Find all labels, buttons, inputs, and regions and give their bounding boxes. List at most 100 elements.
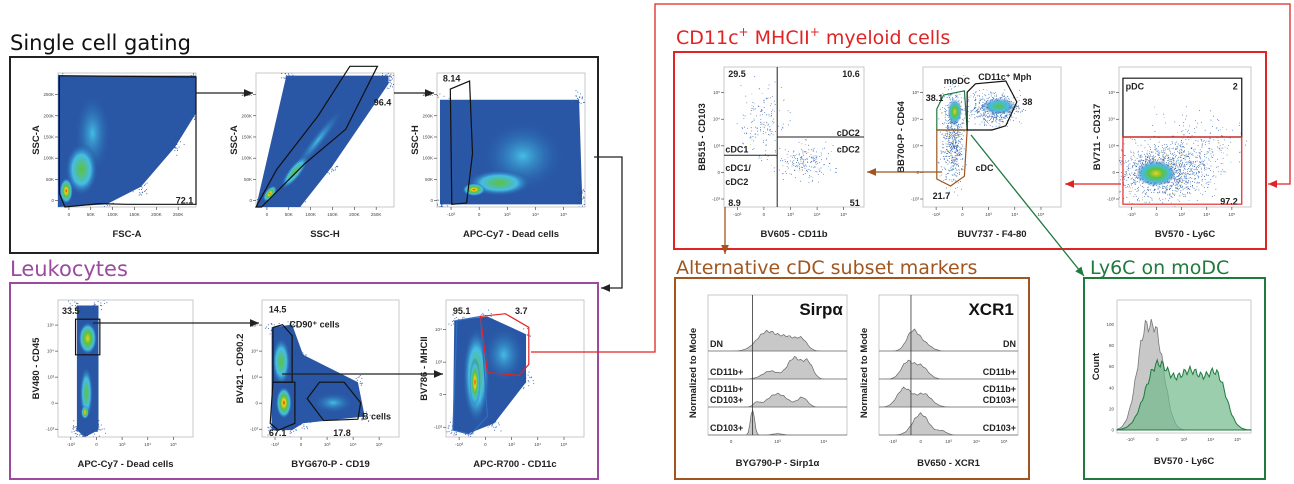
x-tick-label: 10⁵ [840, 212, 847, 217]
y-tick-label: 10⁵ [713, 90, 720, 95]
y-tick-label: 60 [1109, 364, 1115, 369]
x-axis-label: FSC-A [112, 229, 141, 240]
x-tick-label: 10⁵ [170, 442, 177, 447]
gate-outline[interactable] [936, 129, 968, 187]
gate-outline[interactable] [966, 80, 1018, 131]
gate-outline[interactable] [306, 381, 362, 422]
flow-plot-9: -10³ 0 10³ 10⁴ 10⁵ -10³ 0 10³ 10⁴ 10⁵ BV570 - Ly6C… [1092, 66, 1252, 240]
x-tick-label: -10³ [1126, 437, 1135, 442]
density-cloud [58, 73, 196, 207]
arrow-single-to-leukocytes [594, 156, 623, 292]
y-tick-label: 0 [430, 198, 433, 203]
x-tick-label: 10⁴ [820, 439, 827, 444]
y-tick-label: 10³ [713, 143, 720, 148]
density-cloud [437, 90, 585, 207]
x-tick-label: 150K [327, 212, 338, 217]
gate-label: 97.2 [1220, 196, 1238, 206]
gate-outline[interactable] [1122, 136, 1243, 205]
x-tick-label: 0 [730, 439, 733, 444]
x-tick-label: 10⁴ [144, 442, 151, 447]
y-tick-label: -10³ [911, 197, 920, 202]
y-tick-label: -10³ [250, 427, 259, 432]
gate-outline[interactable] [74, 318, 101, 356]
y-tick-label: -10³ [712, 197, 721, 202]
gate-outline[interactable] [254, 65, 379, 208]
gate-label: 21.7 [933, 191, 951, 201]
density-cloud [1119, 106, 1248, 207]
x-tick-label: 0 [478, 212, 481, 217]
y-tick-label: 200K [422, 113, 433, 118]
y-tick-label: 10³ [1108, 143, 1115, 148]
modc-ly6c-histogram [1116, 358, 1252, 431]
x-tick-label: 0 [1155, 212, 1158, 217]
x-tick-label: 10³ [1178, 212, 1185, 217]
histogram-row-label: CD11b+ [983, 367, 1016, 377]
x-tick-label: 0 [961, 212, 964, 217]
x-axis-label: APC-R700 - CD11c [473, 459, 556, 470]
x-axis-label: BYG670-P - CD19 [291, 459, 370, 470]
x-tick-label: 10⁴ [814, 212, 821, 217]
y-tick-label: 20 [1109, 406, 1115, 411]
single-cell-gating-title: Single cell gating [10, 31, 191, 55]
histogram-row-label: DN [1003, 339, 1016, 349]
y-axis-label: Count [1091, 352, 1102, 380]
arrow-mhcii-to-myeloid [531, 3, 1291, 353]
x-tick-label: 50K [285, 212, 293, 217]
x-tick-label: 10⁴ [1011, 212, 1018, 217]
x-tick-label: 0 [484, 442, 487, 447]
x-tick-label: 0 [300, 442, 303, 447]
y-tick-label: 0 [51, 198, 54, 203]
x-tick-label: 10⁵ [560, 212, 567, 217]
y-axis-label: SSC-H [410, 125, 421, 155]
y-tick-label: 10⁵ [47, 323, 54, 328]
x-tick-label: 10³ [508, 442, 515, 447]
gate-label: 38.1 [926, 93, 944, 103]
gate-outline[interactable] [452, 315, 489, 435]
x-tick-label: -10³ [932, 212, 941, 217]
x-tick-label: -10³ [447, 212, 456, 217]
gate-outline[interactable] [269, 381, 296, 431]
ly6c-title: Ly6C on moDC [1090, 257, 1229, 279]
gate-label: 14.5 [269, 305, 287, 315]
gate-outline[interactable] [58, 75, 197, 208]
x-axis-label: APC-Cy7 - Dead cells [463, 229, 559, 240]
x-tick-label: 0 [95, 442, 98, 447]
gate-label: 95.1 [453, 306, 471, 316]
gate-label: CD11c⁺ Mph [978, 72, 1031, 82]
y-tick-label: 100K [422, 156, 433, 161]
x-tick-label: 10⁴ [350, 442, 357, 447]
density-cloud [256, 73, 394, 207]
y-tick-label: 0 [255, 401, 258, 406]
y-tick-label: 10³ [251, 375, 258, 380]
x-tick-label: 10⁵ [1001, 439, 1008, 444]
flow-plot-6: -10³ 0 10³ 10⁴ 10⁵ -10³ 0 10³ 10⁴ APC-R700 - CD11… [419, 299, 585, 470]
gate-label: pDC [1126, 82, 1145, 92]
gate-outline[interactable] [936, 90, 968, 131]
x-tick-label: 0 [1156, 437, 1159, 442]
myeloid-frame [673, 51, 1267, 250]
y-tick-label: 200K [241, 113, 252, 118]
gating-connectors [93, 3, 1291, 378]
histogram-row-label: DN [710, 339, 723, 349]
gate-label: CD90⁺ cells [289, 320, 339, 330]
gate-label: cDC2 [837, 145, 860, 155]
density-cloud [446, 309, 535, 437]
gate-label: 8.9 [728, 198, 741, 208]
gate-label: 72.1 [176, 195, 194, 205]
y-tick-label: 10⁴ [1108, 117, 1115, 122]
x-tick-label: 100K [305, 212, 316, 217]
gate-label: 10.6 [842, 69, 860, 79]
y-tick-label: 0 [439, 392, 442, 397]
x-tick-label: -10³ [889, 439, 898, 444]
y-tick-label: 80 [1109, 343, 1115, 348]
x-axis-label: BV570 - Ly6C [1154, 456, 1215, 467]
gate-label: 96.4 [374, 97, 392, 107]
gate-label: cDC1/ [725, 163, 751, 173]
gate-outline[interactable] [479, 313, 530, 376]
x-axis-label: APC-Cy7 - Dead cells [77, 459, 173, 470]
gate-outline[interactable] [449, 80, 474, 205]
leukocytes-frame [9, 282, 599, 480]
